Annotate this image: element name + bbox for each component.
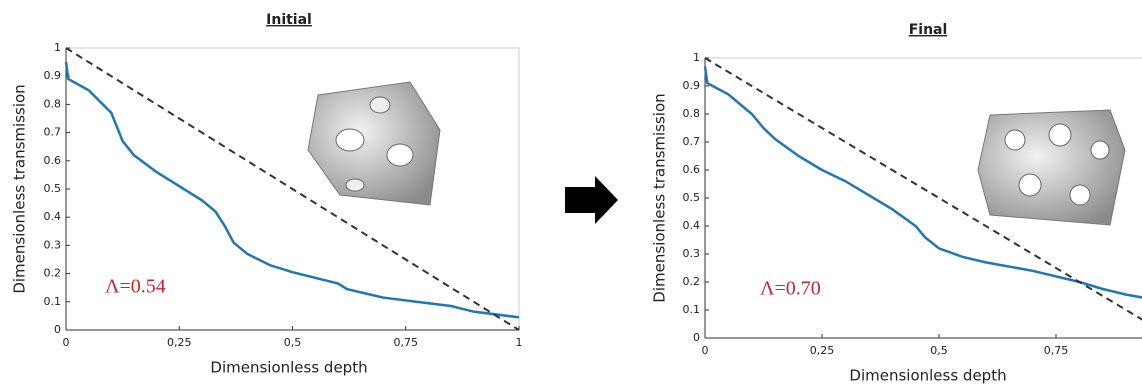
y-axis-label: Dimensionless transmission (11, 84, 29, 293)
data-line (64, 61, 520, 319)
x-tick-label: 0,25 (810, 344, 835, 357)
x-axis-label: Dimensionless depth (849, 367, 1006, 385)
y-tick-label: 1 (693, 51, 700, 64)
y-tick-label: 0.1 (683, 303, 701, 316)
y-tick-label: 1 (54, 41, 61, 54)
annotation: Λ=0.54 (105, 276, 166, 298)
y-tick-label: 0.5 (44, 182, 62, 195)
chart-title: Initial (266, 12, 312, 28)
x-tick-label: 0,25 (167, 336, 192, 349)
y-tick-label: 0.2 (683, 275, 701, 288)
y-tick-label: 0.8 (683, 107, 701, 120)
y-tick-label: 0.4 (683, 219, 701, 232)
y-tick-label: 0 (54, 323, 61, 336)
y-tick-label: 0.8 (44, 97, 62, 110)
x-tick-label: 0,5 (930, 344, 948, 357)
y-tick-label: 0.9 (44, 69, 62, 82)
y-tick-label: 0.3 (683, 247, 701, 260)
annotation: Λ=0.70 (760, 278, 821, 300)
x-tick-label: 0 (702, 344, 709, 357)
x-tick-label: 0,75 (394, 336, 419, 349)
y-tick-label: 0.3 (44, 238, 62, 251)
x-tick-label: 0 (63, 336, 70, 349)
x-tick-label: 0,5 (284, 336, 302, 349)
arrow (565, 176, 618, 224)
y-axis-label: Dimensionless transmission (651, 93, 669, 302)
x-tick-label: 1 (516, 336, 523, 349)
chart-title: Final (909, 22, 948, 38)
y-tick-label: 0.7 (683, 135, 701, 148)
y-tick-label: 0.4 (44, 210, 62, 223)
y-tick-label: 0.6 (683, 163, 701, 176)
x-axis-label: Dimensionless depth (210, 359, 367, 377)
x-tick-label: 0,75 (1044, 344, 1069, 357)
reference-line (704, 57, 1142, 321)
y-tick-label: 0.7 (44, 126, 62, 139)
y-tick-label: 0.5 (683, 191, 701, 204)
y-tick-label: 0 (693, 331, 700, 344)
y-tick-label: 0.9 (683, 79, 701, 92)
y-tick-label: 0.1 (44, 295, 62, 308)
reference-line (65, 47, 520, 331)
structure-image (307, 81, 441, 206)
data-line (703, 66, 1142, 299)
y-tick-label: 0.6 (44, 154, 62, 167)
y-tick-label: 0.2 (44, 267, 62, 280)
structure-image (977, 109, 1126, 226)
